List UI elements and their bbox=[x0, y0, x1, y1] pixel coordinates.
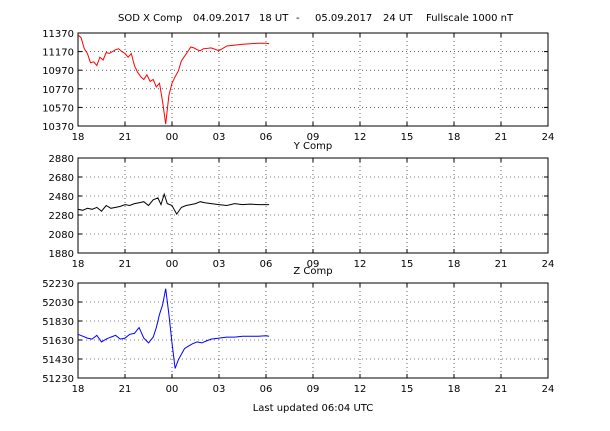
x-tick-label: 09 bbox=[307, 384, 320, 395]
header-station: SOD X Comp bbox=[118, 13, 182, 24]
x-tick-label: 06 bbox=[260, 132, 273, 143]
x-tick-label: 18 bbox=[448, 132, 461, 143]
y-tick-label: 10770 bbox=[42, 85, 74, 96]
header-fullscale: Fullscale 1000 nT bbox=[426, 13, 514, 24]
x-tick-label: 00 bbox=[166, 384, 179, 395]
x-tick-label: 12 bbox=[354, 132, 367, 143]
x-tick-label: 06 bbox=[260, 259, 273, 270]
y-tick-label: 51430 bbox=[42, 355, 74, 366]
x-tick-label: 21 bbox=[119, 259, 132, 270]
x-tick-label: 18 bbox=[448, 259, 461, 270]
x-tick-label: 21 bbox=[119, 384, 132, 395]
y-tick-label: 2080 bbox=[49, 230, 74, 241]
y-tick-label: 51830 bbox=[42, 317, 74, 328]
header-start-date: 04.09.2017 bbox=[193, 13, 250, 24]
y-tick-label: 1880 bbox=[49, 249, 74, 260]
y-tick-label: 52030 bbox=[42, 298, 74, 309]
x-tick-label: 18 bbox=[72, 384, 85, 395]
x-tick-label: 00 bbox=[166, 132, 179, 143]
x-tick-label: 21 bbox=[495, 384, 508, 395]
x-tick-label: 12 bbox=[354, 259, 367, 270]
chart-header: SOD X Comp 04.09.2017 18 UT - 05.09.2017… bbox=[118, 13, 514, 24]
x-tick-label: 21 bbox=[495, 259, 508, 270]
series-line bbox=[77, 288, 270, 369]
x-tick-label: 24 bbox=[542, 384, 555, 395]
y-tick-label: 52230 bbox=[42, 279, 74, 290]
header-end-date: 05.09.2017 bbox=[315, 13, 372, 24]
y-tick-label: 2680 bbox=[49, 173, 74, 184]
x-tick-label: 15 bbox=[401, 384, 414, 395]
y-tick-label: 51230 bbox=[42, 374, 74, 385]
x-tick-label: 12 bbox=[354, 384, 367, 395]
x-tick-label: 00 bbox=[166, 259, 179, 270]
x-tick-label: 18 bbox=[72, 259, 85, 270]
panel-frame bbox=[77, 32, 549, 127]
y-tick-label: 2280 bbox=[49, 211, 74, 222]
y-tick-label: 10570 bbox=[42, 103, 74, 114]
series-line bbox=[77, 192, 270, 216]
x-tick-label: 21 bbox=[495, 132, 508, 143]
x-tick-label: 06 bbox=[260, 384, 273, 395]
header-separator: - bbox=[296, 13, 300, 24]
x-tick-label: 21 bbox=[119, 132, 132, 143]
y-tick-label: 10370 bbox=[42, 122, 74, 133]
x-tick-label: 09 bbox=[307, 132, 320, 143]
y-tick-label: 11170 bbox=[42, 48, 74, 59]
y-tick-label: 2480 bbox=[49, 192, 74, 203]
header-start-time: 18 UT bbox=[259, 13, 289, 24]
y-tick-label: 11370 bbox=[42, 29, 74, 40]
panel-title: Y Comp bbox=[293, 141, 332, 152]
x-tick-label: 09 bbox=[307, 259, 320, 270]
x-tick-label: 24 bbox=[542, 132, 555, 143]
x-tick-label: 18 bbox=[72, 132, 85, 143]
x-tick-label: 24 bbox=[542, 259, 555, 270]
header-end-time: 24 UT bbox=[383, 13, 413, 24]
x-tick-label: 15 bbox=[401, 132, 414, 143]
x-tick-label: 15 bbox=[401, 259, 414, 270]
y-tick-label: 2880 bbox=[49, 154, 74, 165]
x-tick-label: 18 bbox=[448, 384, 461, 395]
y-tick-label: 10970 bbox=[42, 66, 74, 77]
series-line bbox=[77, 34, 270, 125]
x-tick-label: 03 bbox=[213, 132, 226, 143]
x-tick-label: 03 bbox=[213, 259, 226, 270]
footer-last-updated: Last updated 06:04 UTC bbox=[253, 403, 374, 414]
x-tick-label: 03 bbox=[213, 384, 226, 395]
y-tick-label: 51630 bbox=[42, 336, 74, 347]
panel-title: Z Comp bbox=[293, 266, 332, 277]
